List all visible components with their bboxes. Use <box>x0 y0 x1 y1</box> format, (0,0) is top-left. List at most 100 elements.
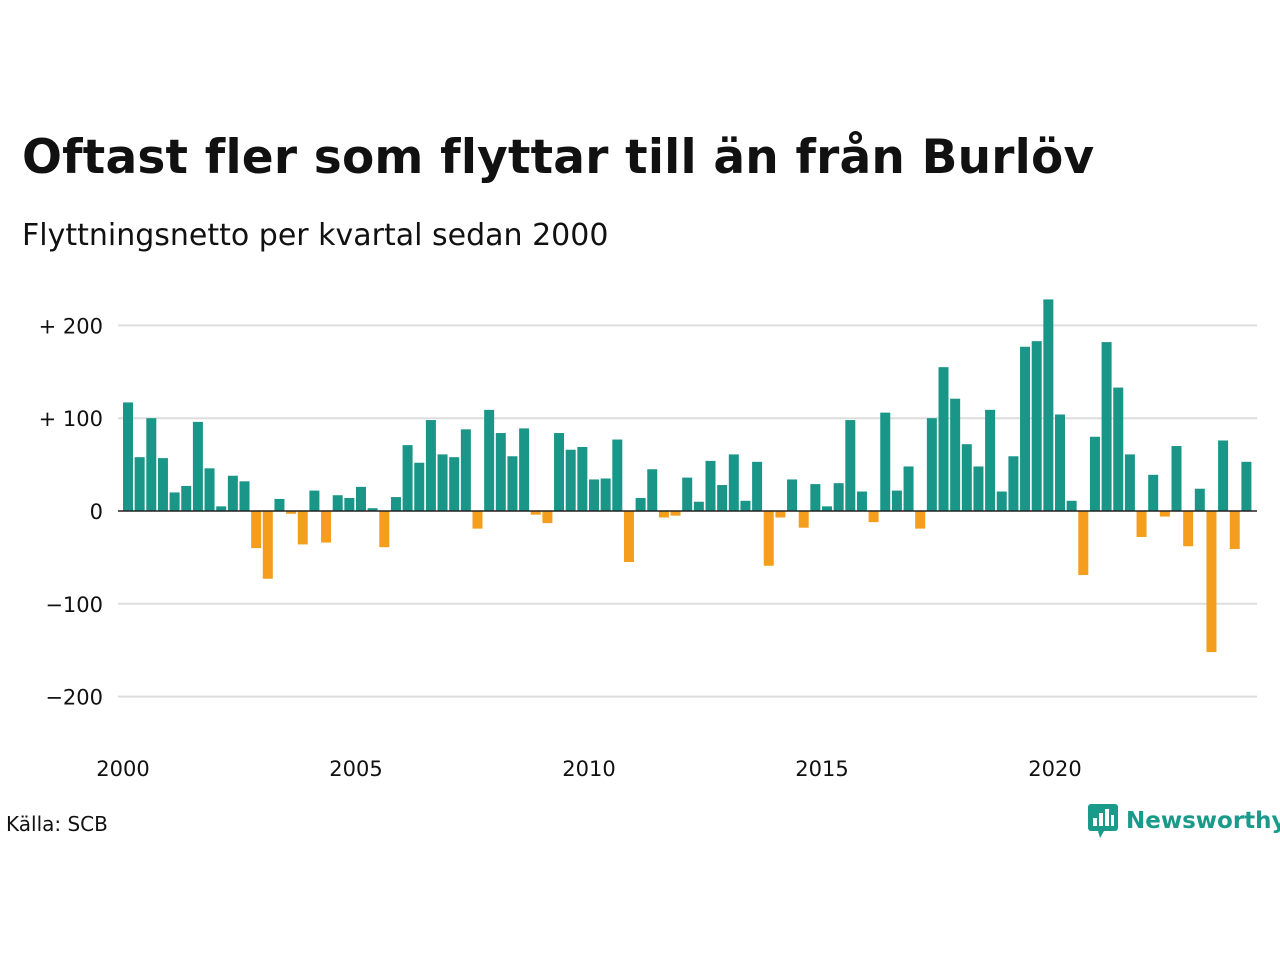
bar <box>286 511 297 514</box>
x-tick-label: 2015 <box>795 757 848 781</box>
bar <box>1089 436 1100 511</box>
y-tick-label: −100 <box>45 593 103 617</box>
bar <box>577 446 588 511</box>
bar <box>1183 511 1194 547</box>
bar <box>833 483 844 511</box>
bar <box>752 461 763 511</box>
bar <box>1101 342 1112 511</box>
bar <box>1078 511 1089 576</box>
y-tick-label: + 200 <box>39 314 103 338</box>
bar <box>961 444 972 511</box>
bar <box>1229 511 1240 550</box>
bar <box>367 508 378 511</box>
bar <box>390 497 401 511</box>
bar <box>717 485 728 511</box>
bar <box>856 491 867 511</box>
bar <box>868 511 879 523</box>
bar <box>169 492 180 511</box>
bar <box>542 511 553 524</box>
bar <box>181 485 192 511</box>
bar <box>123 402 133 511</box>
bar <box>332 495 343 511</box>
bar <box>495 433 506 511</box>
bar <box>1113 387 1124 511</box>
bar <box>1159 511 1170 517</box>
bar <box>880 412 891 511</box>
bar <box>1241 461 1252 511</box>
bar <box>915 511 926 529</box>
x-tick-label: 2010 <box>562 757 615 781</box>
bar <box>344 498 355 511</box>
bar <box>414 462 425 511</box>
bar <box>309 490 320 511</box>
bar <box>251 511 262 549</box>
newsworthy-chart-icon <box>1088 804 1118 838</box>
bar <box>740 500 751 511</box>
bar <box>1008 456 1019 511</box>
bar <box>705 460 716 511</box>
bar <box>519 428 530 511</box>
bar <box>425 420 436 511</box>
bar <box>146 418 157 511</box>
chart-subtitle: Flyttningsnetto per kvartal sedan 2000 <box>22 218 609 253</box>
bar <box>274 498 285 511</box>
bar <box>903 466 914 511</box>
bar <box>449 457 460 511</box>
bar <box>437 454 448 511</box>
bar <box>728 454 739 511</box>
bar <box>507 456 518 511</box>
bar <box>262 511 273 579</box>
bar <box>1124 454 1135 511</box>
bar <box>996 491 1007 511</box>
bar <box>810 484 821 511</box>
y-tick-label: + 100 <box>39 407 103 431</box>
source-label: Källa: SCB <box>6 812 108 836</box>
bar <box>460 429 471 511</box>
bar <box>1171 446 1182 511</box>
bar <box>356 486 366 511</box>
axis-layer: + 200 + 100 0 −100 −200 2000 2005 2010 2015 2020 <box>39 314 1257 781</box>
bar <box>612 439 623 511</box>
bar <box>1136 511 1147 537</box>
bar <box>321 511 332 543</box>
bar <box>227 475 238 511</box>
bar <box>1206 511 1217 653</box>
bar <box>472 511 483 529</box>
bar <box>658 511 669 518</box>
bar <box>693 501 704 511</box>
bar <box>1031 341 1042 511</box>
bar <box>670 511 681 516</box>
bar <box>554 433 565 511</box>
bar <box>484 409 495 511</box>
bar <box>239 481 250 511</box>
bar <box>845 420 856 511</box>
bar <box>926 418 937 511</box>
bar <box>1066 500 1077 511</box>
bar <box>682 477 693 511</box>
bar <box>402 445 413 511</box>
y-tick-label: 0 <box>90 500 103 524</box>
bar <box>1148 474 1159 511</box>
bar <box>938 367 949 511</box>
bar <box>985 409 996 511</box>
bar <box>1194 488 1205 511</box>
bar <box>1218 440 1229 511</box>
bar <box>157 458 168 511</box>
bar <box>1020 346 1031 511</box>
x-tick-label: 2005 <box>329 757 382 781</box>
bar <box>379 511 390 548</box>
logo-text: Newsworthy <box>1126 808 1280 834</box>
bar <box>798 511 809 528</box>
x-tick-label: 2020 <box>1028 757 1081 781</box>
bar <box>973 466 984 511</box>
bar <box>589 479 599 511</box>
bar <box>647 469 658 511</box>
bar <box>775 511 786 518</box>
chart-title: Oftast fler som flyttar till än från Bur… <box>22 130 1095 185</box>
bar <box>763 511 774 566</box>
bar <box>1055 414 1065 511</box>
bar <box>1043 299 1054 511</box>
bar <box>216 506 227 511</box>
bar <box>565 449 576 511</box>
